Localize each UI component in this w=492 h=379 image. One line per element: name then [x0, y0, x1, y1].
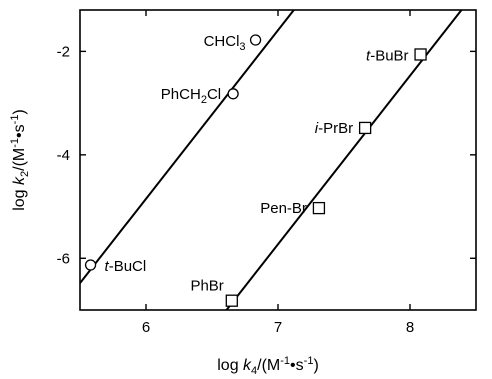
- point-label: t-BuCl: [105, 258, 147, 275]
- point-label: t-BuBr: [366, 47, 409, 64]
- data-point-square: [414, 48, 427, 61]
- data-point-circle: [84, 259, 97, 271]
- y-axis-title: log k2/(M-1•s-1): [9, 109, 31, 211]
- data-point-circle: [227, 88, 239, 100]
- x-tick-label: 8: [406, 319, 414, 336]
- data-point-circle: [249, 34, 262, 46]
- data-point-square: [312, 201, 326, 215]
- x-tick-label: 6: [142, 319, 150, 336]
- point-label: PhCH2Cl: [161, 86, 221, 106]
- y-tick-label: -6: [57, 250, 70, 267]
- y-tick-label: -4: [57, 147, 70, 164]
- point-label: CHCl3: [204, 33, 246, 53]
- axis-ticks: 6 7 8 -2 -4 -6: [57, 10, 476, 336]
- fit-line-circle: [79, 9, 295, 284]
- data-point-square: [225, 294, 238, 307]
- point-labels: CHCl3 PhCH2Cl t-BuCl t-BuBr i-PrBr Pen-Br PhBr: [105, 33, 409, 295]
- data-point-square: [358, 121, 372, 135]
- x-tick-label: 7: [274, 319, 282, 336]
- point-label: PhBr: [190, 278, 223, 295]
- point-label: i-PrBr: [315, 120, 353, 137]
- point-label: Pen-Br: [260, 200, 307, 217]
- data-points: [84, 34, 427, 307]
- y-tick-label: -2: [57, 43, 70, 60]
- x-axis-title: log k4/(M-1•s-1): [217, 355, 319, 377]
